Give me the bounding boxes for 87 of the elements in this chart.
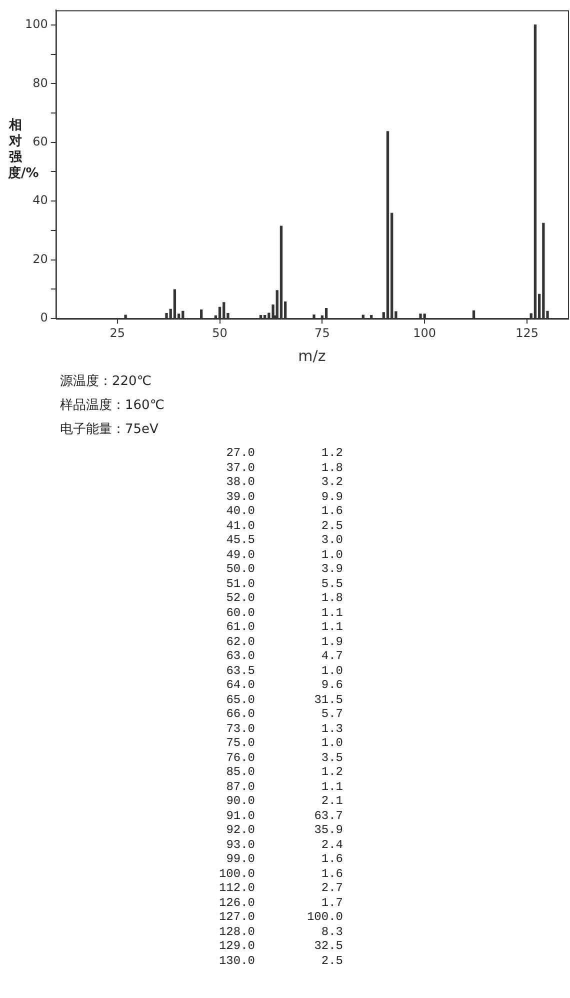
text: 2.1 [320,794,343,808]
text: 85.0 [225,765,255,780]
text: 2.5 [320,954,343,968]
text: 1.1 [320,606,343,620]
text: 3.9 [320,562,343,576]
text: 1.7 [320,896,343,910]
text: 3.2 [320,475,343,490]
text: 1.0 [320,548,343,562]
text: 75.0 [225,736,255,750]
x-tick-label: 125 [516,326,538,340]
text: 3.0 [320,533,343,548]
text: 27.0 [225,446,255,460]
y-tick-label: 100 [25,17,48,32]
text: 1.6 [320,504,343,518]
text: 91.0 [225,808,255,823]
text: 8.3 [320,924,343,939]
text: 电子能量：75eV [60,421,160,439]
text: 1.8 [320,460,343,475]
text: 52.0 [225,591,255,606]
text: 100.0 [218,866,255,881]
y-tick-label: 0 [40,310,48,325]
text: 126.0 [218,896,255,910]
text: 61.0 [225,620,255,634]
text: 40.0 [225,504,255,518]
text: 37.0 [225,460,255,475]
text: 1.8 [320,591,343,606]
text: 90.0 [225,794,255,808]
text: 2.4 [320,838,343,852]
x-tick-label: 50 [212,326,228,340]
text: 49.0 [225,548,255,562]
text: 9.9 [320,490,343,504]
text: 1.0 [320,664,343,678]
text: 2.7 [320,881,343,896]
text: 66.0 [225,707,255,722]
text: 31.5 [313,692,343,707]
text: 93.0 [225,838,255,852]
text: 1.1 [320,620,343,634]
y-tick-label: 40 [32,193,48,208]
text: 38.0 [225,475,255,490]
text: 5.5 [320,576,343,591]
text: 39.0 [225,490,255,504]
text: 100.0 [306,910,343,924]
text: 128.0 [218,924,255,939]
text: 1.3 [320,722,343,736]
text: 45.5 [225,533,255,548]
text: 73.0 [225,722,255,736]
text: 41.0 [225,518,255,533]
text: 62.0 [225,634,255,649]
text: 源温度：220℃ [60,373,152,391]
x-axis-title: m/z [298,346,326,365]
text: 1.0 [320,736,343,750]
text: 63.0 [225,649,255,664]
y-tick-label: 20 [32,252,48,266]
text: 35.9 [313,823,343,838]
text: 127.0 [218,910,255,924]
x-tick-label: 100 [413,326,436,340]
y-tick-label: 60 [32,134,48,148]
text: 99.0 [225,852,255,866]
text: 64.0 [225,678,255,692]
text: 3.5 [320,750,343,765]
text: 63.5 [225,664,255,678]
text: 87.0 [225,780,255,794]
y-tick-label: 80 [32,76,48,90]
text: 60.0 [225,606,255,620]
text: 129.0 [218,939,255,954]
text: 50.0 [225,562,255,576]
x-tick-label: 25 [110,326,125,340]
text: 63.7 [313,808,343,823]
x-tick-label: 75 [314,326,330,340]
text: 2.5 [320,518,343,533]
text: 76.0 [225,750,255,765]
text: 130.0 [218,954,255,968]
text: 1.2 [320,765,343,780]
text: 51.0 [225,576,255,591]
text: 1.1 [320,780,343,794]
text: 1.6 [320,852,343,866]
text: 1.9 [320,634,343,649]
text: 样品温度：160℃ [60,397,164,415]
text: 1.6 [320,866,343,881]
text: 32.5 [313,939,343,954]
text: 9.6 [320,678,343,692]
text: 4.7 [320,649,343,664]
text: 5.7 [320,707,343,722]
text: 1.2 [320,446,343,460]
text: 92.0 [225,823,255,838]
text: 112.0 [218,881,255,896]
text: 65.0 [225,692,255,707]
